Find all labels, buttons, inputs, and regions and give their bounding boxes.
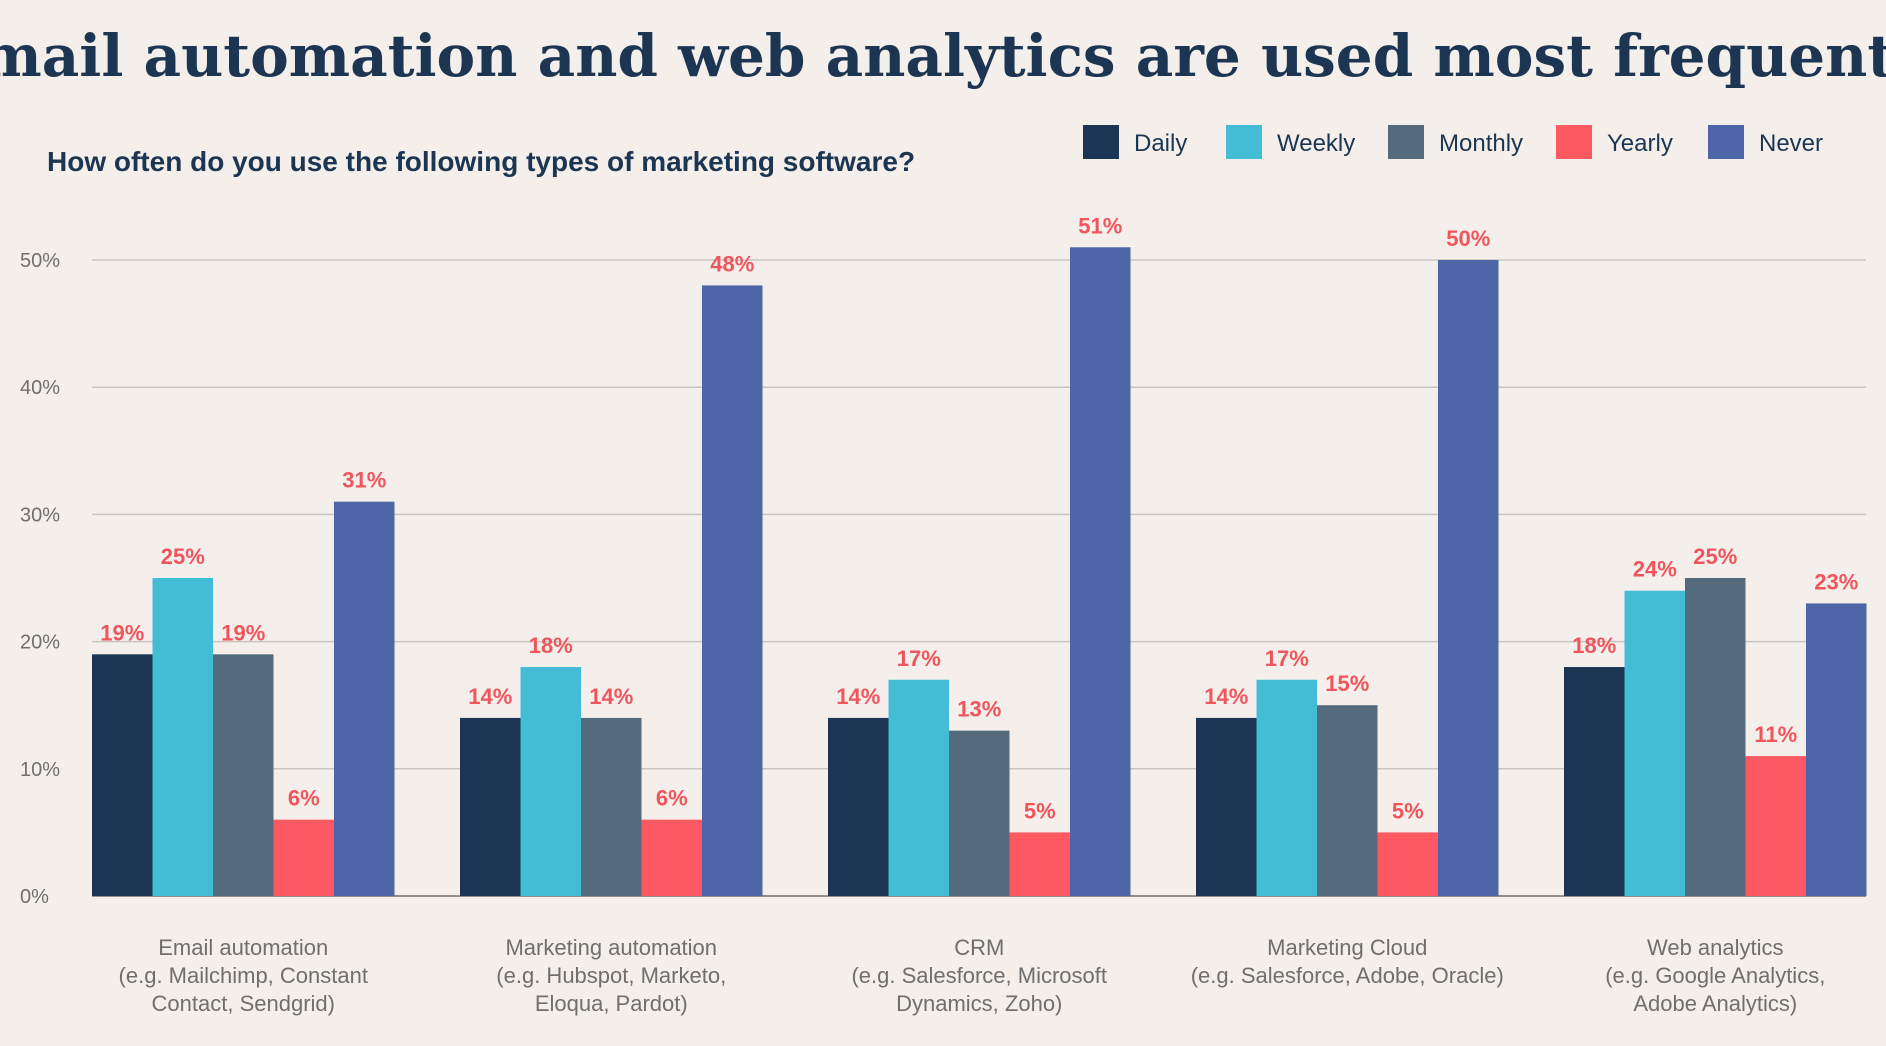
- data-label-never-1: 48%: [710, 251, 754, 276]
- x-category-sublabel: Adobe Analytics): [1633, 991, 1797, 1016]
- bar-daily-3: [1196, 717, 1257, 896]
- bar-weekly-0: [152, 578, 213, 896]
- x-category-sublabel: (e.g. Hubspot, Marketo,: [496, 963, 726, 988]
- bar-never-0: [334, 501, 395, 896]
- legend-item-yearly: Yearly: [1556, 125, 1673, 159]
- data-label-never-4: 23%: [1814, 569, 1858, 594]
- bar-weekly-2: [888, 679, 949, 896]
- bar-weekly-4: [1624, 590, 1685, 896]
- legend-label: Monthly: [1439, 130, 1523, 157]
- bar-daily-0: [92, 654, 153, 896]
- data-label-daily-2: 14%: [836, 684, 880, 709]
- data-label-weekly-2: 17%: [897, 646, 941, 671]
- x-category-label: Web analytics: [1647, 935, 1784, 960]
- bar-layer: [92, 247, 1867, 896]
- x-axis-labels: Email automation (e.g. Mailchimp, Constan…: [119, 935, 1826, 1016]
- bar-yearly-1: [641, 819, 702, 896]
- y-tick-label: 50%: [20, 250, 60, 272]
- bar-never-2: [1070, 247, 1131, 896]
- data-label-yearly-3: 5%: [1392, 798, 1424, 823]
- bar-weekly-3: [1256, 679, 1317, 896]
- legend-item-never: Never: [1708, 125, 1823, 159]
- chart-title: Email automation and web analytics are u…: [0, 22, 1886, 90]
- bar-daily-4: [1564, 667, 1625, 896]
- bar-yearly-2: [1009, 832, 1070, 896]
- data-label-monthly-3: 15%: [1325, 671, 1369, 696]
- data-label-monthly-0: 19%: [221, 620, 265, 645]
- legend-swatch: [1556, 125, 1592, 159]
- y-tick-label: 40%: [20, 377, 60, 399]
- x-category-label: CRM: [954, 935, 1004, 960]
- bar-never-1: [702, 285, 763, 896]
- y-tick-label: 20%: [20, 632, 60, 654]
- data-label-daily-1: 14%: [468, 684, 512, 709]
- bar-yearly-0: [273, 819, 334, 896]
- legend-swatch: [1388, 125, 1424, 159]
- bar-never-3: [1438, 260, 1499, 896]
- data-label-weekly-3: 17%: [1265, 646, 1309, 671]
- bar-monthly-0: [213, 654, 274, 896]
- data-label-yearly-2: 5%: [1024, 798, 1056, 823]
- legend-label: Daily: [1134, 130, 1187, 157]
- data-label-never-3: 50%: [1446, 226, 1490, 251]
- data-label-monthly-4: 25%: [1693, 544, 1737, 569]
- legend-label: Yearly: [1607, 130, 1673, 157]
- data-label-daily-0: 19%: [100, 620, 144, 645]
- data-label-daily-3: 14%: [1204, 684, 1248, 709]
- x-category-sublabel: (e.g. Google Analytics,: [1605, 963, 1825, 988]
- bar-weekly-1: [520, 667, 581, 896]
- legend-item-monthly: Monthly: [1388, 125, 1523, 159]
- x-category-sublabel: Contact, Sendgrid): [152, 991, 335, 1016]
- bar-monthly-2: [949, 730, 1010, 896]
- data-label-weekly-1: 18%: [529, 633, 573, 658]
- y-tick-label: 30%: [20, 504, 60, 526]
- x-category-label: Marketing automation: [505, 935, 717, 960]
- chart-subtitle: How often do you use the following types…: [47, 146, 915, 177]
- data-label-monthly-2: 13%: [957, 697, 1001, 722]
- legend-item-weekly: Weekly: [1226, 125, 1355, 159]
- data-label-never-0: 31%: [342, 468, 386, 493]
- data-label-weekly-4: 24%: [1633, 557, 1677, 582]
- data-label-daily-4: 18%: [1572, 633, 1616, 658]
- data-label-never-2: 51%: [1078, 213, 1122, 238]
- data-label-yearly-4: 11%: [1754, 722, 1797, 747]
- bar-monthly-1: [581, 717, 642, 896]
- legend-label: Never: [1759, 130, 1823, 157]
- data-label-weekly-0: 25%: [161, 544, 205, 569]
- bar-daily-1: [460, 717, 521, 896]
- y-tick-label: 10%: [20, 759, 60, 781]
- x-category-label: Email automation: [158, 935, 328, 960]
- legend-label: Weekly: [1277, 130, 1355, 157]
- data-label-layer: 19% 25% 19% 6% 31% 14% 18% 14% 6% 48% 14% 17% 13% 5% 5…: [100, 213, 1858, 823]
- x-category-label: Marketing Cloud: [1267, 935, 1427, 960]
- bar-monthly-3: [1317, 705, 1378, 896]
- x-category-sublabel: (e.g. Salesforce, Microsoft: [851, 963, 1107, 988]
- legend-item-daily: Daily: [1083, 125, 1187, 159]
- bar-never-4: [1806, 603, 1867, 896]
- bar-daily-2: [828, 717, 889, 896]
- legend-swatch: [1226, 125, 1262, 159]
- data-label-yearly-0: 6%: [288, 786, 320, 811]
- data-label-monthly-1: 14%: [589, 684, 633, 709]
- y-tick-label: 0%: [20, 886, 49, 908]
- x-category-sublabel: (e.g. Mailchimp, Constant: [119, 963, 368, 988]
- bar-monthly-4: [1685, 578, 1746, 896]
- legend-swatch: [1708, 125, 1744, 159]
- bar-yearly-4: [1745, 756, 1806, 896]
- x-category-sublabel: Dynamics, Zoho): [896, 991, 1062, 1016]
- x-category-sublabel: (e.g. Salesforce, Adobe, Oracle): [1191, 963, 1504, 988]
- legend-swatch: [1083, 125, 1119, 159]
- bar-yearly-3: [1377, 832, 1438, 896]
- legend: Daily Weekly Monthly Yearly Never: [1083, 125, 1823, 159]
- data-label-yearly-1: 6%: [656, 786, 688, 811]
- x-category-sublabel: Eloqua, Pardot): [535, 991, 688, 1016]
